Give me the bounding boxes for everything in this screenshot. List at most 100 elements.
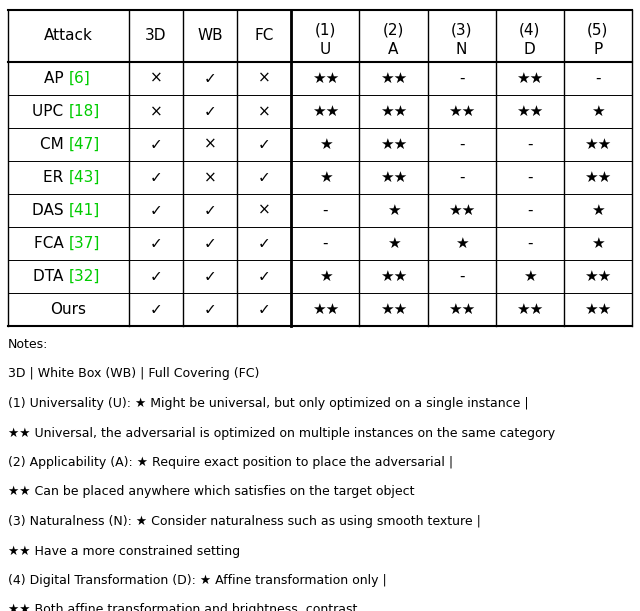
Text: ✓: ✓ [150,170,163,185]
Text: [41]: [41] [68,203,100,218]
Text: -: - [527,236,532,251]
Text: ★★ Both affine transformation and brightness, contrast: ★★ Both affine transformation and bright… [8,604,357,611]
Text: FCA: FCA [34,236,68,251]
Text: WB: WB [197,29,223,43]
Text: ×: × [204,137,216,152]
Text: (5): (5) [588,23,609,37]
Text: ★: ★ [523,269,536,284]
Text: -: - [323,203,328,218]
Text: ★★: ★★ [380,71,407,86]
Text: ★: ★ [455,236,468,251]
Text: ✓: ✓ [258,137,271,152]
Text: ★: ★ [319,170,332,185]
Text: ★: ★ [387,203,401,218]
Text: ✓: ✓ [150,203,163,218]
Text: ★: ★ [387,236,401,251]
Text: [32]: [32] [68,269,100,284]
Text: ★★: ★★ [448,203,476,218]
Text: ★★: ★★ [584,170,612,185]
Text: CM: CM [40,137,68,152]
Text: FC: FC [255,29,274,43]
Text: -: - [527,170,532,185]
Text: ★★ Can be placed anywhere which satisfies on the target object: ★★ Can be placed anywhere which satisfie… [8,486,415,499]
Text: ✓: ✓ [204,71,216,86]
Text: ✓: ✓ [258,170,271,185]
Text: ✓: ✓ [258,269,271,284]
Text: (4): (4) [519,23,541,37]
Text: ★: ★ [591,203,605,218]
Text: U: U [320,42,331,57]
Text: [37]: [37] [68,236,100,251]
Text: Notes:: Notes: [8,338,49,351]
Text: ER: ER [44,170,68,185]
Text: ✓: ✓ [204,203,216,218]
Text: ×: × [150,71,163,86]
Text: UPC: UPC [33,104,68,119]
Text: (1) Universality (U): ★ Might be universal, but only optimized on a single insta: (1) Universality (U): ★ Might be univers… [8,397,529,410]
Text: P: P [593,42,602,57]
Text: [18]: [18] [68,104,100,119]
Text: (2) Applicability (A): ★ Require exact position to place the adversarial |: (2) Applicability (A): ★ Require exact p… [8,456,453,469]
Text: [47]: [47] [68,137,100,152]
Text: ✓: ✓ [150,137,163,152]
Text: (3) Naturalness (N): ★ Consider naturalness such as using smooth texture |: (3) Naturalness (N): ★ Consider naturaln… [8,515,481,528]
Text: ★★: ★★ [584,137,612,152]
Text: ×: × [258,104,271,119]
Text: -: - [595,71,601,86]
Text: ★★: ★★ [516,302,543,317]
Text: AP: AP [44,71,68,86]
Text: ★★: ★★ [312,71,339,86]
Text: ★★: ★★ [380,137,407,152]
Text: ★: ★ [319,269,332,284]
Text: ★: ★ [319,137,332,152]
Text: (3): (3) [451,23,472,37]
Text: N: N [456,42,467,57]
Text: ✓: ✓ [204,236,216,251]
Text: ×: × [258,203,271,218]
Text: -: - [323,236,328,251]
Text: ✓: ✓ [204,104,216,119]
Text: DTA: DTA [33,269,68,284]
Text: A: A [388,42,399,57]
Text: ★★: ★★ [448,104,476,119]
Text: -: - [459,71,465,86]
Text: ★★: ★★ [584,302,612,317]
Text: ★★: ★★ [516,71,543,86]
Text: 3D: 3D [145,29,167,43]
Text: ✓: ✓ [150,302,163,317]
Text: ✓: ✓ [204,269,216,284]
Text: ✓: ✓ [258,302,271,317]
Text: ✓: ✓ [204,302,216,317]
Text: -: - [459,269,465,284]
Text: ★★: ★★ [448,302,476,317]
Text: ★★ Universal, the adversarial is optimized on multiple instances on the same cat: ★★ Universal, the adversarial is optimiz… [8,426,555,439]
Text: (2): (2) [383,23,404,37]
Text: ★★: ★★ [312,104,339,119]
Text: ★★ Have a more constrained setting: ★★ Have a more constrained setting [8,544,240,557]
Text: [43]: [43] [68,170,100,185]
Text: ★★: ★★ [584,269,612,284]
Text: ★: ★ [591,104,605,119]
Text: ★★: ★★ [380,269,407,284]
Text: ✓: ✓ [150,269,163,284]
Text: ★: ★ [591,236,605,251]
Text: Attack: Attack [44,29,93,43]
Text: -: - [527,203,532,218]
Text: ★★: ★★ [380,170,407,185]
Text: ✓: ✓ [258,236,271,251]
Text: ×: × [258,71,271,86]
Text: D: D [524,42,536,57]
Text: (1): (1) [315,23,336,37]
Text: ×: × [150,104,163,119]
Text: (4) Digital Transformation (D): ★ Affine transformation only |: (4) Digital Transformation (D): ★ Affine… [8,574,387,587]
Text: -: - [459,137,465,152]
Text: 3D | White Box (WB) | Full Covering (FC): 3D | White Box (WB) | Full Covering (FC) [8,367,259,381]
Text: ★★: ★★ [516,104,543,119]
Text: DAS: DAS [32,203,68,218]
Text: ★★: ★★ [312,302,339,317]
Text: Ours: Ours [51,302,86,317]
Text: -: - [527,137,532,152]
Text: ×: × [204,170,216,185]
Text: [6]: [6] [68,71,90,86]
Text: ✓: ✓ [150,236,163,251]
